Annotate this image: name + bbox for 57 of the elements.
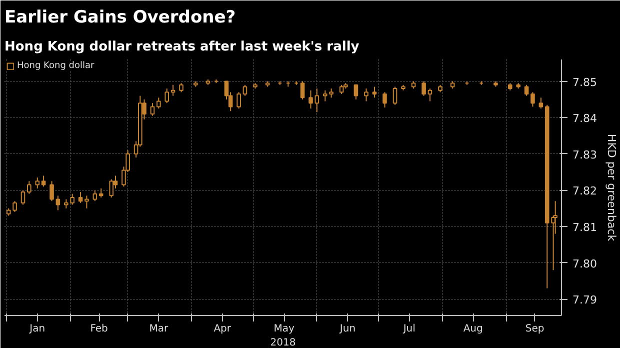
candlestick [382,92,387,108]
candlestick [70,193,74,206]
candlestick [236,92,241,110]
x-tick-label: May [274,324,294,334]
x-tick-label: Mar [149,324,169,334]
candlestick [364,88,368,102]
candlestick [156,97,161,110]
candlestick [20,190,26,206]
y-tick-label: 7.81 [572,221,597,234]
candlestick [35,177,40,189]
legend-label: Hong Kong dollar [17,61,94,71]
y-tick-label: 7.82 [572,184,597,198]
candlestick [372,86,377,98]
candlestick [354,84,358,100]
candlestick [78,192,83,204]
candlestick [242,84,248,96]
x-tick-label: Jul [402,324,416,334]
y-axis-title: HKD per greenback [604,134,618,242]
candlestick [56,195,60,211]
x-axis-title: 2018 [270,338,296,348]
candlestick [84,195,89,209]
candlestick [314,88,320,113]
chart-subtitle: Hong Kong dollar retreats after last week's rally [4,40,360,54]
chart-title: Earlier Gains Overdone? [4,8,236,28]
candlestick [428,88,432,102]
y-tick-label: 7.80 [572,257,597,270]
x-tick-label: Apr [214,324,232,334]
candlestick [524,84,529,96]
candlestick [50,180,54,202]
x-tick-label: Feb [90,324,108,334]
y-tick-label: 7.84 [572,112,597,126]
candlestick [41,175,46,188]
candlestick [300,80,305,100]
candlestick [179,82,184,93]
candlestick [164,88,170,104]
y-tick-label: 7.83 [572,148,597,162]
candlestick [170,84,176,96]
x-tick-label: Sep [525,324,544,334]
y-tick-label: 7.79 [572,294,597,307]
candlestick [329,88,334,98]
candlestick [530,92,535,108]
candlestick [92,190,98,202]
candlestick [150,102,155,116]
x-tick-label: Aug [463,324,483,334]
candlestick [538,97,544,110]
candlestick [308,90,313,110]
candlestick [98,188,104,198]
candlestick [109,178,114,198]
candlestick [27,180,32,194]
candlestick [422,80,426,96]
candlestick [322,90,328,102]
candlestick [339,84,344,94]
x-tick-label: Jun [338,324,356,334]
x-tick-label: Jan [28,324,46,334]
candlestick [392,86,398,106]
candlestick [64,198,68,209]
y-tick-label: 7.85 [572,76,597,89]
